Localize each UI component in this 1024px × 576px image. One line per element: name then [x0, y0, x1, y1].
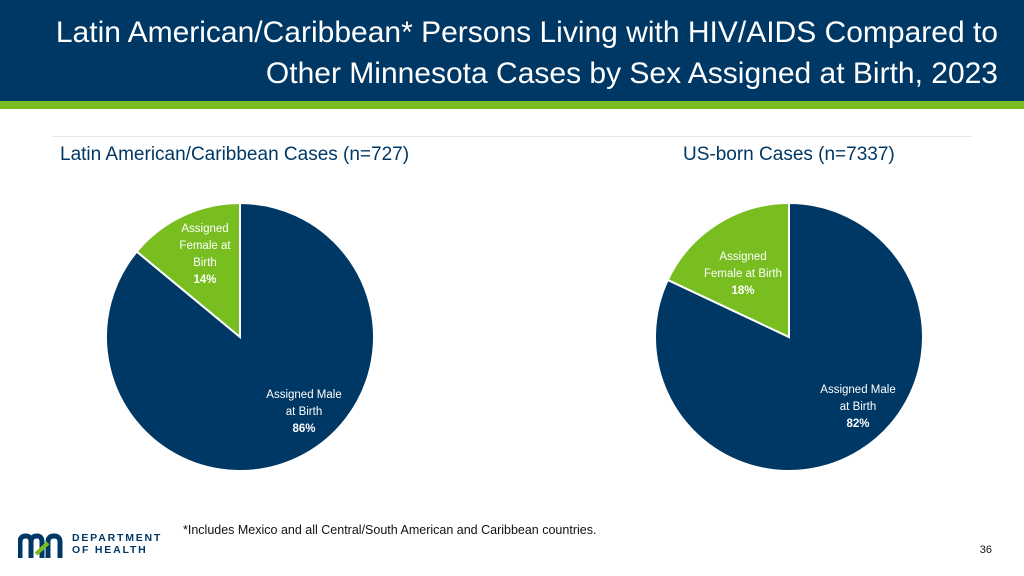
pie-0-slice-1	[135, 201, 241, 340]
pie-0-label-0: Assigned Male at Birth 86%	[266, 389, 341, 435]
page-number: 36	[979, 544, 992, 556]
chart-title-usborn: US-born Cases (n=7337)	[683, 144, 895, 165]
logo-line-2: OF HEALTH	[72, 544, 148, 556]
page-title: Latin American/Caribbean* Persons Living…	[18, 12, 998, 94]
mn-logo-icon	[17, 533, 63, 558]
title-line-2: Other Minnesota Cases by Sex Assigned at…	[265, 57, 998, 90]
chart-title-latin: Latin American/Caribbean Cases (n=727)	[60, 144, 410, 165]
pie-0-label-1: Assigned Female at Birth 14%	[179, 223, 231, 286]
pie-1-label-1: Assigned Female at Birth 18%	[704, 251, 782, 297]
logo-text: DEPARTMENT OF HEALTH	[72, 532, 162, 556]
pie-1-label-0: Assigned Male at Birth 82%	[820, 384, 895, 430]
footnote: *Includes Mexico and all Central/South A…	[183, 523, 597, 537]
header-accent-bar	[0, 101, 1024, 109]
title-line-1: Latin American/Caribbean* Persons Living…	[55, 16, 998, 49]
logo-line-1: DEPARTMENT	[72, 532, 163, 544]
divider	[52, 136, 972, 137]
pie-1-slice-1	[666, 201, 790, 339]
title-banner: Latin American/Caribbean* Persons Living…	[0, 0, 1024, 101]
department-of-health-logo: DEPARTMENT OF HEALTH	[17, 530, 168, 564]
